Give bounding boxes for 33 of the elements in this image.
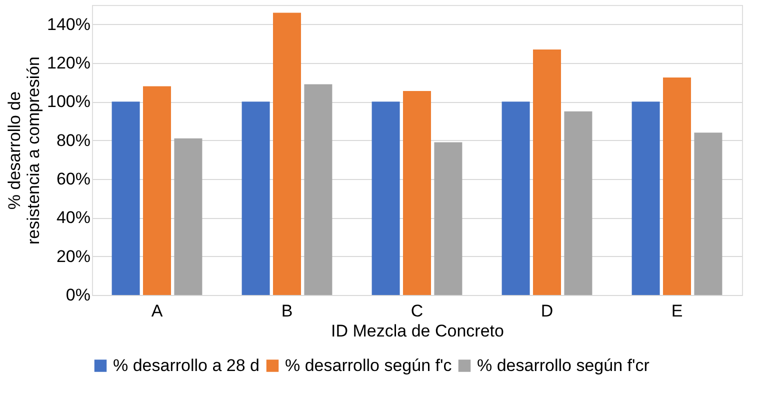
y-tick-label: 100% bbox=[47, 92, 90, 112]
x-tick-label: E bbox=[671, 302, 683, 320]
bar bbox=[502, 102, 530, 295]
y-tick-label: 60% bbox=[56, 170, 90, 188]
x-tick-label: C bbox=[410, 302, 424, 320]
bar bbox=[143, 86, 171, 295]
x-tick-label: A bbox=[151, 302, 164, 320]
bar bbox=[242, 102, 270, 295]
y-axis-title: % desarrollo de resistencia a compresión bbox=[5, 56, 44, 245]
bar bbox=[694, 132, 722, 295]
bar bbox=[632, 102, 660, 295]
bar bbox=[403, 91, 431, 295]
bar bbox=[112, 102, 140, 295]
y-tick-label: 0% bbox=[66, 286, 90, 304]
bar bbox=[372, 102, 400, 295]
y-tick-label: 20% bbox=[56, 246, 90, 266]
legend-label: % desarrollo según f'c bbox=[285, 356, 452, 375]
x-tick-label: D bbox=[540, 302, 554, 320]
y-tick-label: 80% bbox=[56, 130, 90, 150]
x-axis-title: ID Mezcla de Concreto bbox=[331, 322, 504, 340]
y-tick-label: 140% bbox=[47, 14, 90, 34]
bar bbox=[174, 138, 202, 295]
legend-label: % desarrollo a 28 d bbox=[113, 356, 260, 375]
bar bbox=[533, 49, 561, 295]
bar bbox=[304, 84, 332, 295]
legend-label: % desarrollo según f'cr bbox=[477, 356, 650, 375]
y-tick-label: 40% bbox=[56, 208, 90, 228]
bar bbox=[273, 12, 301, 295]
bar bbox=[434, 142, 462, 295]
y-tick-label: 120% bbox=[47, 54, 90, 72]
bar bbox=[564, 111, 592, 295]
x-tick-label: B bbox=[281, 302, 293, 320]
bar bbox=[663, 78, 691, 295]
